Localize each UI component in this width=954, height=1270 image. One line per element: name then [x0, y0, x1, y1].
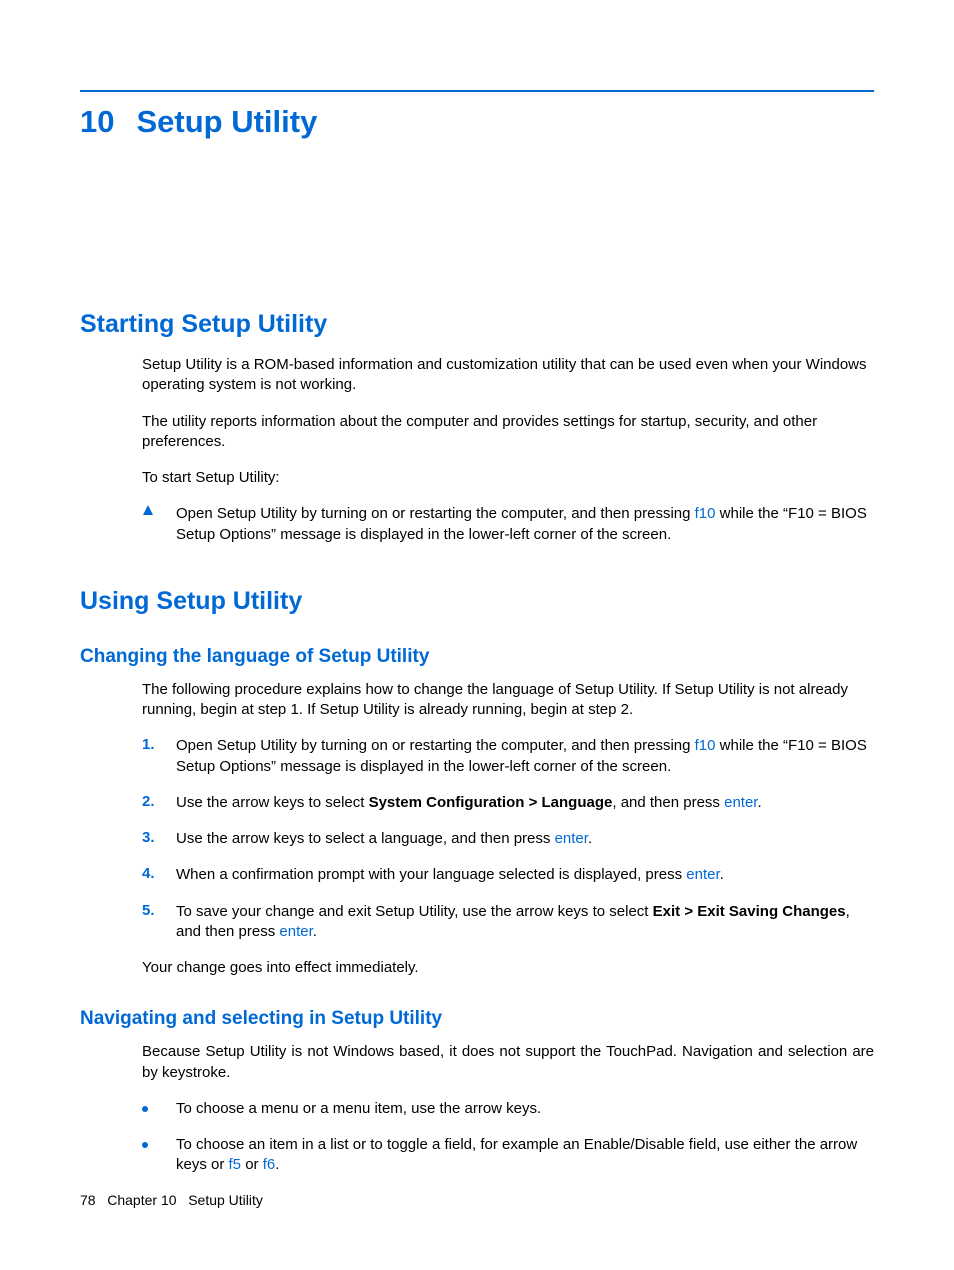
paragraph: Your change goes into effect immediately… — [142, 958, 874, 978]
subsection-heading-navigating: Navigating and selecting in Setup Utilit… — [80, 1008, 874, 1030]
step-number: 2. — [142, 793, 176, 813]
bullet-text: To choose an item in a list or to toggle… — [176, 1135, 874, 1176]
sub1-closing: Your change goes into effect immediately… — [80, 958, 874, 978]
chapter-title: 10 Setup Utility — [80, 104, 874, 140]
text: Open Setup Utility by turning on or rest… — [176, 737, 695, 754]
page-footer: 78 Chapter 10 Setup Utility — [80, 1192, 263, 1208]
footer-title: Setup Utility — [188, 1192, 263, 1208]
step-text: Use the arrow keys to select System Conf… — [176, 793, 874, 813]
keyboard-key: f6 — [263, 1156, 276, 1173]
text: . — [720, 866, 724, 883]
text: or — [241, 1156, 263, 1173]
keyboard-key: f10 — [695, 737, 716, 754]
list-item: 4. When a confirmation prompt with your … — [80, 865, 874, 885]
step-text: When a confirmation prompt with your lan… — [176, 865, 874, 885]
text: . — [757, 794, 761, 811]
step-number: 1. — [142, 736, 176, 777]
step-text: Use the arrow keys to select a language,… — [176, 829, 874, 849]
sub2-body: Because Setup Utility is not Windows bas… — [80, 1042, 874, 1083]
paragraph: Setup Utility is a ROM-based information… — [142, 355, 874, 396]
text: . — [588, 830, 592, 847]
subsection-heading-language: Changing the language of Setup Utility — [80, 646, 874, 668]
chapter-rule — [80, 90, 874, 92]
bullet-icon — [142, 1099, 176, 1119]
chapter-number: 10 — [80, 104, 114, 140]
paragraph: Because Setup Utility is not Windows bas… — [142, 1042, 874, 1083]
step-number: 3. — [142, 829, 176, 849]
sub1-body: The following procedure explains how to … — [80, 680, 874, 721]
paragraph: The utility reports information about th… — [142, 412, 874, 453]
bullet-text: To choose a menu or a menu item, use the… — [176, 1099, 874, 1119]
section-heading-using: Using Setup Utility — [80, 587, 874, 616]
section1-body: Setup Utility is a ROM-based information… — [80, 355, 874, 488]
list-item: To choose a menu or a menu item, use the… — [80, 1099, 874, 1119]
keyboard-key: enter — [724, 794, 757, 811]
keyboard-key: enter — [279, 923, 312, 940]
paragraph: The following procedure explains how to … — [142, 680, 874, 721]
text: Use the arrow keys to select — [176, 794, 369, 811]
step-text: Open Setup Utility by turning on or rest… — [176, 504, 874, 545]
keyboard-key: f5 — [229, 1156, 242, 1173]
text: When a confirmation prompt with your lan… — [176, 866, 686, 883]
text: Use the arrow keys to select a language,… — [176, 830, 555, 847]
step-number: 5. — [142, 902, 176, 943]
document-page: 10 Setup Utility Starting Setup Utility S… — [0, 0, 954, 1270]
step-text: Open Setup Utility by turning on or rest… — [176, 736, 874, 777]
triangle-icon — [142, 504, 176, 545]
page-number: 78 — [80, 1192, 96, 1208]
paragraph: To start Setup Utility: — [142, 468, 874, 488]
text: , and then press — [612, 794, 724, 811]
list-item: 2. Use the arrow keys to select System C… — [80, 793, 874, 813]
menu-path: System Configuration > Language — [369, 794, 613, 811]
menu-path: Exit > Exit Saving Changes — [653, 903, 846, 920]
list-item: 3. Use the arrow keys to select a langua… — [80, 829, 874, 849]
text: . — [275, 1156, 279, 1173]
section-heading-starting: Starting Setup Utility — [80, 310, 874, 339]
text: To save your change and exit Setup Utili… — [176, 903, 653, 920]
chapter-title-text: Setup Utility — [136, 104, 317, 139]
list-item: To choose an item in a list or to toggle… — [80, 1135, 874, 1176]
step-number: 4. — [142, 865, 176, 885]
keyboard-key: enter — [555, 830, 588, 847]
list-item: 1. Open Setup Utility by turning on or r… — [80, 736, 874, 777]
list-item: 5. To save your change and exit Setup Ut… — [80, 902, 874, 943]
text: Open Setup Utility by turning on or rest… — [176, 505, 695, 522]
keyboard-key: enter — [686, 866, 719, 883]
step-text: To save your change and exit Setup Utili… — [176, 902, 874, 943]
step-item: Open Setup Utility by turning on or rest… — [80, 504, 874, 545]
keyboard-key: f10 — [695, 505, 716, 522]
bullet-icon — [142, 1135, 176, 1176]
text: . — [313, 923, 317, 940]
footer-chapter: Chapter 10 — [107, 1192, 176, 1208]
